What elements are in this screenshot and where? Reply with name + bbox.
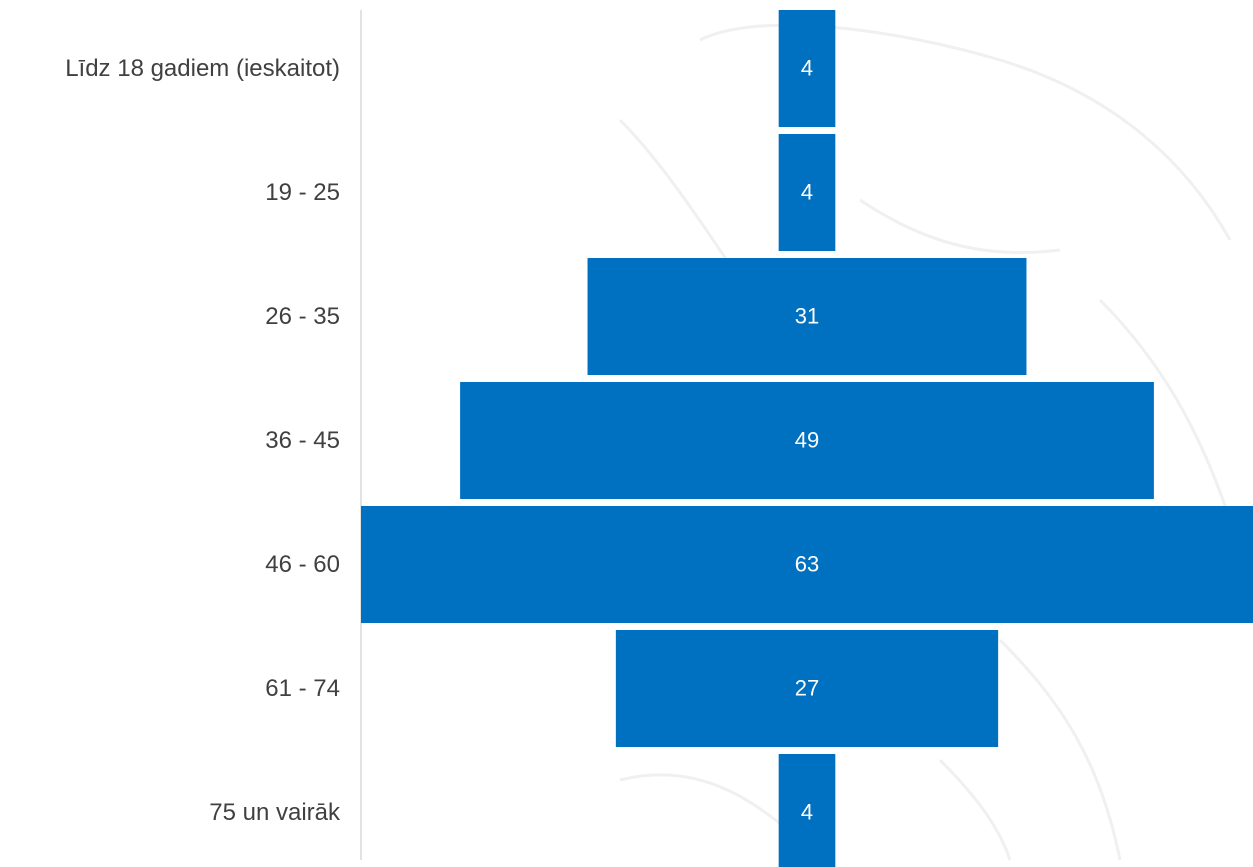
- category-label: 19 - 25: [265, 179, 340, 206]
- category-label: 46 - 60: [265, 551, 340, 578]
- category-label: 75 un vairāk: [209, 799, 341, 826]
- bar: [778, 134, 836, 251]
- value-label: 4: [801, 799, 813, 824]
- watermark-line: [699, 23, 1232, 241]
- value-label: 31: [795, 303, 819, 328]
- category-label: 61 - 74: [265, 675, 340, 702]
- value-label: 27: [795, 675, 819, 700]
- bar: [587, 258, 1027, 375]
- category-label: 36 - 45: [265, 427, 340, 454]
- value-label: 63: [795, 551, 819, 576]
- bar: [460, 382, 1154, 499]
- category-label: Līdz 18 gadiem (ieskaitot): [65, 55, 340, 82]
- bar: [615, 630, 999, 747]
- watermark-line: [618, 118, 1061, 281]
- bar: [361, 506, 1253, 623]
- category-label: 26 - 35: [265, 303, 340, 330]
- value-label: 4: [801, 55, 813, 80]
- bar: [778, 754, 836, 867]
- value-label: 49: [795, 427, 819, 452]
- bar: [778, 10, 836, 127]
- watermark: [618, 23, 1232, 862]
- watermark-line: [938, 638, 1122, 861]
- value-label: 4: [801, 179, 813, 204]
